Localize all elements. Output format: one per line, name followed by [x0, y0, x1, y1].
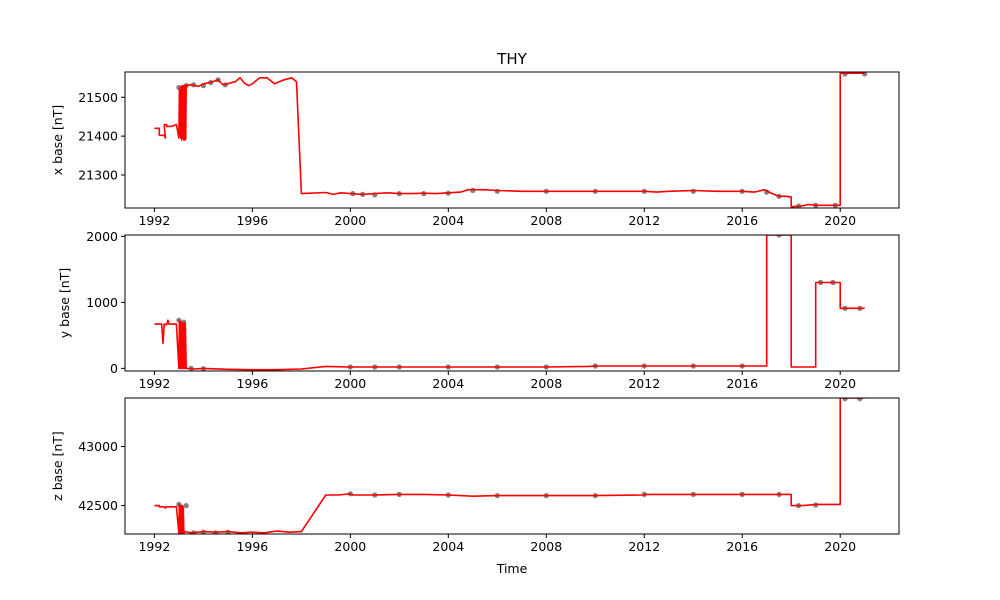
y-axis-label-x-base: x base [nT] — [50, 105, 65, 175]
x-tick-label: 2016 — [726, 213, 758, 228]
y-tick-label: 42500 — [78, 498, 118, 513]
series-line-x-base — [154, 72, 865, 208]
x-tick-label: 2016 — [726, 376, 758, 391]
x-tick-label: 2012 — [628, 376, 660, 391]
data-point-z-base — [183, 503, 189, 509]
axes-frame-y-base — [124, 234, 900, 372]
x-tick-label: 1992 — [138, 539, 170, 554]
plot-area-y-base — [154, 235, 865, 371]
x-tick-label: 2000 — [334, 376, 366, 391]
x-tick-label: 2008 — [530, 213, 562, 228]
axes-frame-z-base — [124, 397, 900, 535]
x-tick-label: 2004 — [432, 213, 464, 228]
x-tick-label: 2012 — [628, 539, 660, 554]
subplot-y-base: y base [nT] 1992 1996 2000 2004 2008 2012 2016… — [57, 229, 900, 391]
y-axis-label-y-base: y base [nT] — [57, 268, 72, 338]
x-tick-label: 1996 — [236, 539, 268, 554]
x-tick-label: 2020 — [824, 376, 856, 391]
subplot-z-base: z base [nT] Time 1992 1996 2000 2004 2008 201… — [50, 397, 900, 576]
x-tick-label: 2020 — [824, 539, 856, 554]
x-tick-label: 2008 — [530, 539, 562, 554]
subplot-x-base: x base [nT] 1992 1996 2000 2004 2008 2012 2016… — [50, 71, 900, 228]
x-tick-label: 1992 — [138, 213, 170, 228]
x-tick-label: 2004 — [432, 539, 464, 554]
y-tick-label: 43000 — [78, 439, 118, 454]
y-tick-label: 2000 — [86, 229, 118, 244]
axes-frame-x-base — [124, 71, 900, 209]
x-tick-label: 1996 — [236, 376, 268, 391]
y-tick-label: 1000 — [86, 295, 118, 310]
x-tick-label: 2016 — [726, 539, 758, 554]
y-tick-label: 21400 — [78, 129, 118, 144]
x-tick-label: 2020 — [824, 213, 856, 228]
chart-title: THY — [496, 50, 527, 68]
x-tick-label: 1992 — [138, 376, 170, 391]
x-tick-label: 2012 — [628, 213, 660, 228]
x-tick-label: 2008 — [530, 376, 562, 391]
x-axis-label: Time — [496, 561, 528, 576]
series-line-y-base — [154, 235, 865, 371]
y-tick-label: 0 — [110, 361, 118, 376]
series-line-z-base — [154, 398, 865, 534]
plot-area-z-base — [154, 398, 865, 534]
y-tick-label: 21300 — [78, 167, 118, 182]
y-axis-label-z-base: z base [nT] — [50, 431, 65, 501]
x-tick-label: 2000 — [334, 539, 366, 554]
plot-area-x-base — [154, 72, 868, 208]
x-tick-label: 2004 — [432, 376, 464, 391]
x-tick-label: 2000 — [334, 213, 366, 228]
x-tick-label: 1996 — [236, 213, 268, 228]
y-tick-label: 21500 — [78, 90, 118, 105]
